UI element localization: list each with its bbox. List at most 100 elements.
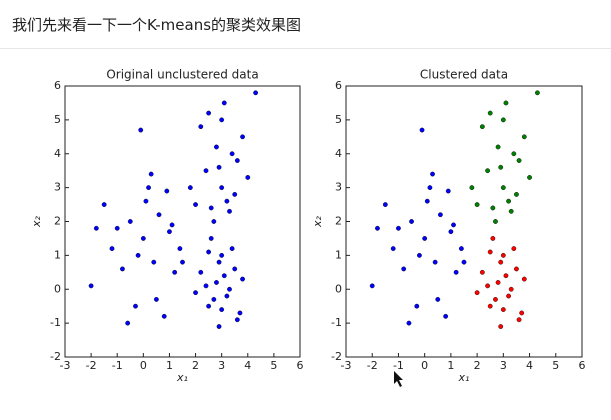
point [448,229,454,235]
point [458,246,464,252]
point [143,198,149,204]
point [495,280,501,285]
point [453,269,459,275]
point [198,124,204,130]
point [253,90,259,96]
point [419,127,425,133]
point [221,100,227,106]
point [101,202,107,207]
point [156,212,162,218]
y-tick-label: 1 [335,248,342,261]
point [177,246,183,252]
point [206,249,212,255]
y-axis-label: x₂ [30,215,43,228]
point [164,188,170,194]
y-tick-label: 6 [54,79,61,92]
point [93,225,99,231]
point [375,225,380,231]
point [498,259,504,265]
point [508,208,514,214]
point [148,171,154,177]
point [390,246,396,252]
point [521,276,527,282]
point [506,198,511,204]
x-tick-label: 4 [526,359,533,372]
y-tick-label: -1 [50,316,61,329]
point [214,144,219,150]
point [487,110,493,116]
x-tick-label: 2 [474,359,481,372]
point [485,283,490,289]
point [511,246,517,252]
y-tick-label: 3 [54,181,61,194]
point [422,236,428,241]
x-tick-label: -1 [393,359,404,372]
point [211,297,217,302]
x-tick-label: 6 [579,359,586,372]
y-tick-label: 5 [335,113,342,126]
point [409,219,414,224]
point [382,202,388,207]
x-tick-label: 4 [244,359,251,372]
separator [0,48,611,49]
point [474,290,480,296]
y-tick-label: 4 [335,147,342,160]
y-tick-label: 0 [335,282,342,295]
point [120,266,125,272]
point [234,317,240,323]
point [498,324,504,329]
point [227,208,232,214]
point [245,175,251,180]
point [224,293,230,299]
y-tick-label: 0 [54,282,61,295]
mouse-cursor [394,371,403,387]
x-tick-label: -2 [86,359,97,372]
point [479,124,485,130]
point [495,144,501,150]
point [216,164,222,170]
point [167,229,172,235]
point [406,320,412,326]
point [451,222,456,228]
point [490,236,496,241]
point [430,171,435,177]
chart-title: Original unclustered data [106,68,258,82]
point [208,236,214,241]
y-tick-label: -1 [331,316,342,329]
point [161,313,167,319]
point [206,110,212,116]
point [140,236,146,241]
x-tick-label: -3 [60,359,71,372]
point [514,191,519,197]
x-tick-label: 5 [552,359,559,372]
point [401,266,407,272]
point [151,259,157,265]
point [135,252,141,258]
y-axis-label: x₂ [311,215,324,228]
point [203,283,209,289]
x-axis-label: x₁ [458,371,470,384]
point [396,225,401,231]
y-tick-label: 1 [54,248,61,261]
point [193,290,198,296]
x-axis-label: x₁ [176,371,188,384]
y-tick-label: 3 [335,181,342,194]
point [527,175,532,180]
point [193,202,198,207]
y-tick-label: 6 [335,79,342,92]
point [498,164,504,170]
y-tick-label: 5 [54,113,61,126]
x-tick-label: 3 [218,359,225,372]
point [503,100,509,106]
point [508,286,514,292]
point [432,259,438,265]
point [216,259,222,265]
y-tick-label: 2 [335,215,342,228]
point [229,246,235,252]
point [203,168,209,174]
point [206,303,212,309]
point [445,188,451,194]
point [232,191,238,197]
